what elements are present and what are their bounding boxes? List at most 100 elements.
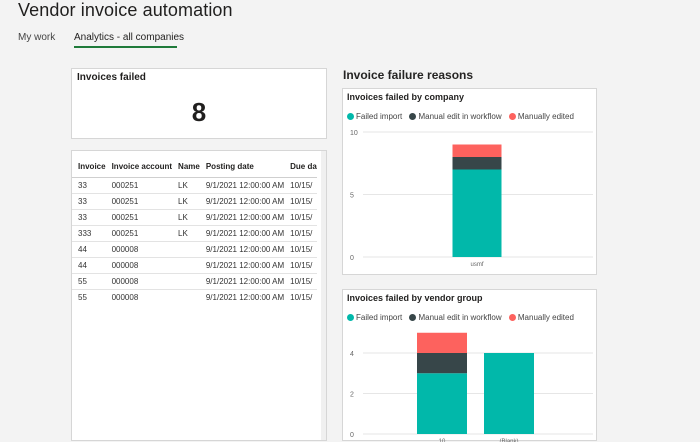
table-cell: 33: [72, 208, 106, 225]
section-title: Invoice failure reasons: [343, 68, 474, 82]
failed-invoices-table: Invoice Invoice account Name Posting dat…: [72, 157, 317, 305]
table-row[interactable]: 33 000251 LK 9/1/2021 12:00:00 AM 10/15/: [72, 192, 317, 209]
table-cell: 000008: [105, 288, 173, 305]
table-cell: 33: [72, 192, 106, 209]
table-cell: LK: [172, 224, 200, 241]
legend-label: Failed import: [356, 313, 403, 322]
legend-label: Manually edited: [517, 112, 574, 121]
legend-label: Manual edit in workflow: [418, 112, 502, 121]
table-cell: LK: [172, 208, 200, 225]
chart-title: Invoices failed by vendor group: [347, 293, 483, 303]
table-row[interactable]: 33 000251 LK 9/1/2021 12:00:00 AM 10/15/: [72, 208, 317, 225]
y-tick-label: 5: [350, 193, 354, 200]
legend-dot-manual-edit: [409, 113, 417, 120]
table-cell: [172, 256, 200, 273]
column-header-posting-date[interactable]: Posting date: [205, 162, 254, 172]
legend-item-manual-edit-in-workflow[interactable]: Manual edit in workflow: [409, 112, 502, 121]
table-cell: 000008: [105, 240, 173, 257]
legend-item-failed-import[interactable]: Failed import: [347, 112, 402, 121]
table-cell: 000008: [105, 256, 173, 273]
chart-invoices-failed-by-vendor-group[interactable]: Invoices failed by vendor group Failed i…: [342, 289, 597, 442]
table-cell: 10/15/: [284, 192, 317, 209]
table-cell: 55: [72, 288, 106, 305]
table-cell: 10/15/: [284, 208, 317, 225]
table-cell: 000008: [105, 272, 173, 289]
table-cell: 44: [72, 256, 106, 273]
table-cell: 10/15/: [284, 256, 317, 273]
table-row[interactable]: 55 000008 9/1/2021 12:00:00 AM 10/15/: [72, 288, 317, 305]
table-row[interactable]: 44 000008 9/1/2021 12:00:00 AM 10/15/: [72, 256, 317, 273]
y-tick-label: 2: [350, 392, 354, 399]
table-row[interactable]: 55 000008 9/1/2021 12:00:00 AM 10/15/: [72, 272, 317, 289]
table-cell: 000251: [105, 208, 173, 225]
legend-dot-manual-edit: [409, 314, 417, 321]
legend-dot-manually-edited: [508, 314, 516, 321]
table-scrollbar[interactable]: [321, 151, 326, 440]
tab-analytics-all-companies[interactable]: Analytics - all companies: [74, 32, 185, 43]
table-cell: 9/1/2021 12:00:00 AM: [199, 224, 285, 241]
table-cell: 9/1/2021 12:00:00 AM: [199, 256, 285, 273]
table-cell: 9/1/2021 12:00:00 AM: [199, 192, 285, 209]
table-header-row: Invoice Invoice account Name Posting dat…: [72, 157, 317, 177]
table-row[interactable]: 44 000008 9/1/2021 12:00:00 AM 10/15/: [72, 240, 317, 257]
y-tick-label: 10: [350, 130, 358, 137]
table-cell: 55: [72, 272, 106, 289]
bar-segment: [452, 169, 502, 257]
chart-invoices-failed-by-company[interactable]: Invoices failed by company Failed import…: [342, 88, 597, 275]
table-cell: 9/1/2021 12:00:00 AM: [199, 288, 285, 305]
legend-label: Manually edited: [517, 313, 574, 322]
kpi-title: Invoices failed: [77, 72, 146, 83]
table-cell: 333: [72, 224, 106, 241]
table-cell: 9/1/2021 12:00:00 AM: [199, 240, 285, 257]
column-header-name[interactable]: Name: [178, 162, 200, 172]
table-cell: 9/1/2021 12:00:00 AM: [199, 176, 285, 193]
table-cell: 44: [72, 240, 106, 257]
legend-label: Manual edit in workflow: [418, 313, 502, 322]
table-cell: [172, 240, 200, 257]
y-tick-label: 0: [350, 432, 354, 439]
active-tab-indicator: [74, 46, 177, 48]
legend-dot-failed-import: [347, 314, 354, 321]
table-cell: 9/1/2021 12:00:00 AM: [199, 208, 285, 225]
table-cell: 000251: [105, 176, 173, 193]
column-header-invoice-account[interactable]: Invoice account: [111, 162, 173, 172]
table-cell: 10/15/: [284, 240, 317, 257]
table-row[interactable]: 33 000251 LK 9/1/2021 12:00:00 AM 10/15/: [72, 176, 317, 193]
chart-title: Invoices failed by company: [347, 92, 465, 102]
table-cell: 9/1/2021 12:00:00 AM: [199, 272, 285, 289]
table-cell: 33: [72, 176, 106, 193]
y-tick-label: 0: [350, 255, 354, 262]
bar-segment: [452, 157, 502, 170]
chart-legend: Failed import Manual edit in workflow Ma…: [347, 313, 579, 322]
table-cell: 10/15/: [284, 288, 317, 305]
tab-my-work[interactable]: My work: [18, 32, 56, 43]
chart-legend: Failed import Manual edit in workflow Ma…: [347, 112, 579, 121]
bar-segment: [417, 373, 467, 434]
bar-segment: [484, 353, 534, 434]
legend-item-failed-import[interactable]: Failed import: [347, 313, 402, 322]
y-tick-label: 4: [350, 351, 354, 358]
column-header-due-date[interactable]: Due da: [290, 162, 317, 172]
table-cell: 10/15/: [284, 176, 317, 193]
legend-item-manually-edited[interactable]: Manually edited: [508, 112, 574, 121]
failed-invoices-table-card[interactable]: Invoice Invoice account Name Posting dat…: [71, 150, 327, 441]
table-cell: [172, 272, 200, 289]
bar-segment: [417, 332, 467, 353]
table-cell: 10/15/: [284, 224, 317, 241]
column-header-invoice[interactable]: Invoice: [78, 162, 106, 172]
legend-label: Failed import: [356, 112, 403, 121]
kpi-card-invoices-failed[interactable]: Invoices failed 8: [71, 68, 327, 139]
table-row[interactable]: 333 000251 LK 9/1/2021 12:00:00 AM 10/15/: [72, 224, 317, 241]
legend-item-manually-edited[interactable]: Manually edited: [508, 313, 574, 322]
x-tick-label: usmf: [470, 262, 483, 268]
legend-dot-failed-import: [347, 113, 354, 120]
table-cell: 000251: [105, 192, 173, 209]
legend-item-manual-edit-in-workflow[interactable]: Manual edit in workflow: [409, 313, 502, 322]
table-cell: 10/15/: [284, 272, 317, 289]
table-cell: [172, 288, 200, 305]
table-cell: 000251: [105, 224, 173, 241]
table-cell: LK: [172, 176, 200, 193]
chart-plot-company: 0 5 10 usmf: [350, 130, 593, 268]
bar-segment: [452, 144, 502, 157]
